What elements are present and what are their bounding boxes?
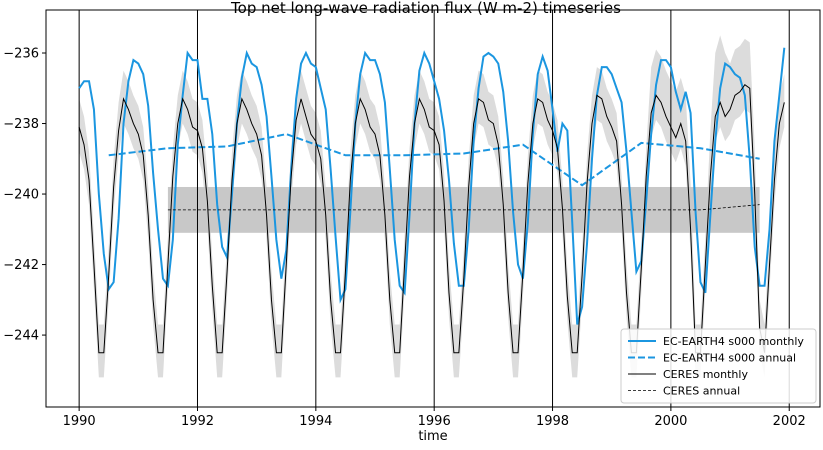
series-line bbox=[78, 84, 785, 354]
x-tick-label: 1994 bbox=[299, 414, 332, 429]
plot-area bbox=[78, 10, 790, 407]
series-line bbox=[78, 47, 786, 325]
series-line bbox=[167, 204, 760, 211]
legend-label: CERES monthly bbox=[663, 368, 748, 381]
x-tick-label: 1996 bbox=[418, 414, 451, 429]
x-tick-label: 1998 bbox=[536, 414, 569, 429]
y-tick-label: −244 bbox=[3, 329, 39, 344]
x-tick-label: 1990 bbox=[63, 414, 96, 429]
y-tick-label: −238 bbox=[3, 117, 39, 132]
series-line bbox=[108, 133, 760, 187]
x-axis-label: time bbox=[418, 429, 447, 444]
legend-label: EC-EARTH4 s000 monthly bbox=[663, 335, 804, 348]
legend-label: CERES annual bbox=[663, 385, 740, 398]
legend-box bbox=[620, 328, 817, 404]
x-tick-label: 2002 bbox=[773, 414, 806, 429]
y-tick-label: −240 bbox=[3, 188, 39, 203]
y-tick-label: −242 bbox=[3, 258, 39, 273]
x-tick-label: 2000 bbox=[654, 414, 687, 429]
legend-label: EC-EARTH4 s000 annual bbox=[663, 352, 796, 365]
axes-frame bbox=[45, 9, 821, 408]
x-tick-label: 1992 bbox=[181, 414, 214, 429]
spread-band bbox=[79, 35, 785, 378]
y-tick-label: −236 bbox=[3, 47, 39, 62]
chart-title: Top net long-wave radiation flux (W m-2)… bbox=[230, 0, 621, 17]
